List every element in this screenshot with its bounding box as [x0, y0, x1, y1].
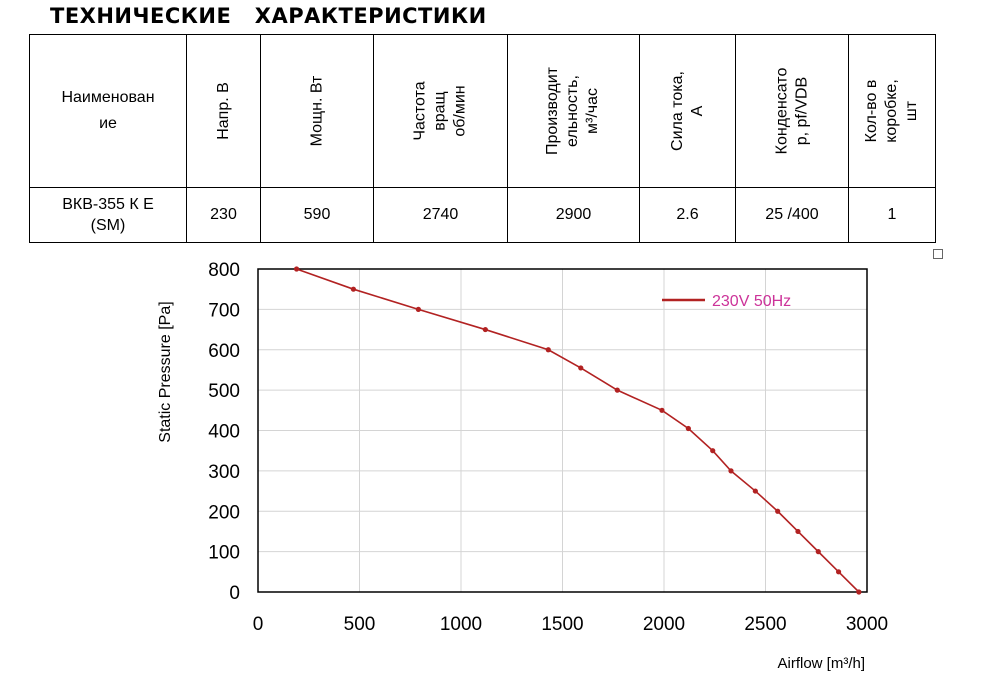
data-point: [856, 589, 862, 595]
header-cell: Наименован ие: [29, 34, 187, 188]
y-tick-label: 600: [208, 341, 240, 362]
y-tick-label: 100: [208, 543, 240, 564]
data-point: [350, 286, 357, 292]
y-tick-label: 400: [208, 422, 240, 443]
y-tick-label: 800: [208, 260, 240, 281]
data-point: [710, 448, 716, 454]
x-tick-label: 2500: [744, 614, 786, 635]
table-cell: 25 /400: [735, 187, 849, 243]
header-cell: Конденсато р, pf/VDB: [735, 34, 849, 188]
data-point: [614, 387, 620, 393]
x-axis-label: Airflow [m³/h]: [777, 655, 865, 672]
table-cell: ВКВ-355 К Е (SM): [29, 187, 187, 243]
data-point: [293, 266, 300, 272]
table-row: ВКВ-355 К Е (SM) 230 590 2740 2900 2.6 2…: [29, 187, 936, 243]
x-axis-ticks: 0 500 1000 1500 2000 2500 3000: [253, 614, 888, 635]
header-cell: Производит ельность, м³/час: [507, 34, 640, 188]
legend-label: 230V 50Hz: [712, 293, 791, 310]
x-tick-label: 1500: [541, 614, 583, 635]
y-tick-label: 500: [208, 381, 240, 402]
data-point: [578, 365, 584, 371]
table-header-row: Наименован ие Напр. В Мощн. Вт Частота в…: [29, 34, 936, 188]
chart-legend: 230V 50Hz: [662, 293, 791, 310]
data-point: [775, 508, 781, 514]
header-cell: Кол-во в коробке, шт: [848, 34, 936, 188]
table-cell: 1: [848, 187, 936, 243]
table-cell: 2740: [373, 187, 508, 243]
data-point: [728, 468, 734, 474]
data-point: [752, 488, 758, 494]
data-point: [685, 425, 691, 432]
y-tick-label: 200: [208, 502, 240, 523]
data-point: [545, 347, 551, 353]
data-point: [835, 569, 842, 575]
chart-grid: [258, 269, 867, 592]
chart-series: [293, 266, 862, 595]
x-tick-label: 1000: [440, 614, 482, 635]
x-tick-label: 0: [253, 614, 264, 635]
header-cell: Сила тока, А: [639, 34, 736, 188]
x-tick-label: 3000: [846, 614, 888, 635]
x-tick-label: 2000: [643, 614, 685, 635]
specs-table: Наименован ие Напр. В Мощн. Вт Частота в…: [29, 34, 936, 243]
data-point: [482, 326, 488, 333]
y-axis-label: Static Pressure [Pa]: [157, 301, 174, 442]
x-tick-label: 500: [344, 614, 376, 635]
y-axis-ticks: 0 100 200 300 400 500 600 700 800: [208, 260, 240, 604]
data-point: [795, 528, 801, 535]
page-title: ТЕХНИЧЕСКИЕ ХАРАКТЕРИСТИКИ: [50, 4, 487, 28]
header-cell: Напр. В: [186, 34, 261, 188]
resize-handle-icon: [933, 249, 943, 259]
data-point: [659, 407, 665, 413]
y-tick-label: 700: [208, 300, 240, 321]
table-cell: 2900: [507, 187, 640, 243]
table-cell: 590: [260, 187, 374, 243]
y-tick-label: 0: [229, 583, 240, 604]
data-point: [415, 306, 421, 312]
header-cell: Мощн. Вт: [260, 34, 374, 188]
y-tick-label: 300: [208, 462, 240, 483]
data-point: [815, 549, 821, 555]
table-cell: 230: [186, 187, 261, 243]
plot-frame: [257, 268, 868, 593]
